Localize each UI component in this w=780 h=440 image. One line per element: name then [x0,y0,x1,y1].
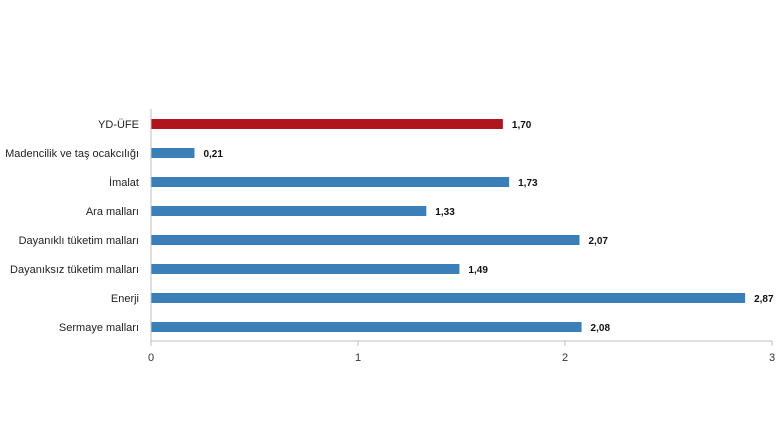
value-label-7: 2,08 [591,323,611,334]
category-label-2: İmalat [109,176,139,189]
value-label-3: 1,33 [435,207,455,218]
bar-1 [151,148,195,158]
category-label-5: Dayanıksız tüketim malları [10,264,139,276]
category-label-1: Madencilik ve taş ocakcılığı [5,148,139,160]
bar-2 [151,177,510,187]
value-labels-group: 1,70 0,21 1,73 1,33 2,07 1,49 2,87 2,08 [203,120,774,334]
bar-7 [151,322,582,332]
category-label-3: Ara malları [86,206,139,218]
category-labels-group: YD-ÜFE Madencilik ve taş ocakcılığı İmalat… [5,119,139,334]
bars-group [151,119,746,332]
value-label-2: 1,73 [518,178,538,189]
category-label-7: Sermaye malları [59,322,139,334]
value-label-1: 0,21 [203,149,223,160]
x-tick-label-2: 2 [562,352,568,364]
value-label-6: 2,87 [754,294,774,305]
x-tick-label-1: 1 [355,352,361,364]
bar-6 [151,293,746,303]
category-label-0: YD-ÜFE [98,119,139,131]
category-label-6: Enerji [111,293,139,305]
bar-0 [151,119,503,129]
bar-5 [151,264,460,274]
x-tick-label-0: 0 [148,352,154,364]
value-label-0: 1,70 [512,120,532,131]
value-label-5: 1,49 [468,265,488,276]
bar-3 [151,206,427,216]
category-label-4: Dayanıklı tüketim malları [19,235,139,247]
value-label-4: 2,07 [588,236,608,247]
x-tick-label-3: 3 [769,352,775,364]
axes-group: 0 1 2 3 [148,109,775,364]
bar-4 [151,235,580,245]
